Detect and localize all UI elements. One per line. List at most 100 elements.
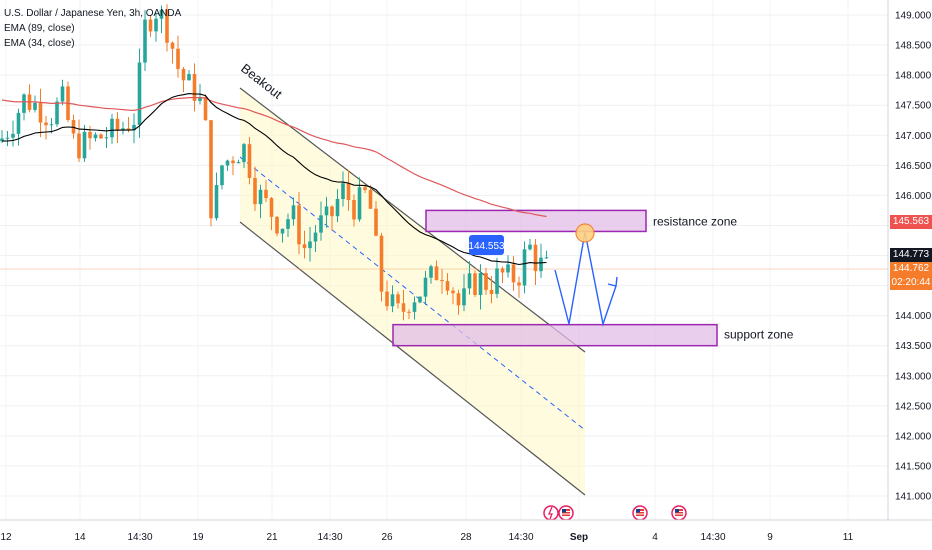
candle-body xyxy=(346,183,351,201)
candle-body xyxy=(225,160,230,166)
candle-body xyxy=(148,19,153,32)
x-tick-label: 14:30 xyxy=(317,532,342,543)
support-zone xyxy=(392,323,718,347)
candle-body xyxy=(489,289,494,295)
candle-body xyxy=(99,134,103,139)
y-tick-label: 143.500 xyxy=(895,341,932,352)
candle-body xyxy=(330,206,334,217)
y-tick-label: 141.500 xyxy=(895,461,932,472)
x-tick-label: 21 xyxy=(266,532,278,543)
candle-body xyxy=(302,244,307,249)
x-tick-label: 14:30 xyxy=(508,532,533,543)
price-callout-text: 144.553 xyxy=(468,241,505,252)
price-callout: 144.553 xyxy=(468,235,505,255)
last-price-tag: 144.762 xyxy=(890,262,932,276)
candle-body xyxy=(539,257,543,272)
candle-body xyxy=(55,101,59,125)
x-tick-label: 19 xyxy=(192,532,204,543)
candle-body xyxy=(82,131,87,159)
ema89-legend[interactable]: EMA (89, close) xyxy=(4,23,75,34)
ema34-price-tag: 144.773 xyxy=(890,248,932,262)
channel xyxy=(239,87,586,496)
candle-body xyxy=(418,296,422,303)
x-axis: 12 14 14:30 19 21 14:30 26 28 14:30 Sep 4 14:30 9 11 xyxy=(0,519,932,550)
candle-body xyxy=(187,74,191,81)
candles xyxy=(0,4,549,321)
candle-body xyxy=(456,293,461,306)
x-axis-bg xyxy=(0,520,932,550)
candle-body xyxy=(275,216,279,234)
zones: resistance zone support zone xyxy=(392,209,794,347)
candle-body xyxy=(396,294,400,304)
candle-body xyxy=(165,9,169,43)
projection-path xyxy=(554,231,617,327)
candle-body xyxy=(286,219,290,229)
candle-body xyxy=(88,131,92,139)
x-tick-label: 11 xyxy=(843,532,854,543)
projection-arrowhead xyxy=(607,276,618,287)
candle-body xyxy=(385,291,389,307)
ema89-price-tag: 145.563 xyxy=(890,215,932,229)
candle-body xyxy=(379,235,384,292)
candle-body xyxy=(390,294,395,307)
candle-body xyxy=(33,102,37,110)
support-zone-label: support zone xyxy=(724,328,794,342)
candle-body xyxy=(269,198,274,217)
candle-body xyxy=(170,42,175,49)
candle-body xyxy=(341,183,345,199)
candle-body xyxy=(533,244,538,272)
candle-body xyxy=(126,128,131,131)
events xyxy=(543,505,687,521)
candle-body xyxy=(60,86,65,102)
x-tick-label: 4 xyxy=(652,532,658,543)
projection xyxy=(554,223,618,327)
candle-body xyxy=(423,277,428,297)
resistance-zone xyxy=(425,209,647,233)
candle-body xyxy=(517,282,521,286)
candle-body xyxy=(297,205,301,245)
candle-body xyxy=(368,190,373,209)
y-tick-label: 149.000 xyxy=(895,11,932,22)
x-tick-label: 14 xyxy=(74,532,86,543)
channel-mid-line xyxy=(239,156,586,431)
candle-body xyxy=(236,162,241,164)
candle-body xyxy=(258,189,263,205)
candle-body xyxy=(159,9,164,19)
x-tick-label: Sep xyxy=(570,532,588,543)
us-flag-event-icon xyxy=(632,505,648,521)
candle-body xyxy=(132,124,136,131)
candle-body xyxy=(473,273,477,295)
channel-lower-line xyxy=(239,221,586,496)
x-tick-label: 12 xyxy=(0,532,12,543)
candle-body xyxy=(313,232,318,242)
candle-body xyxy=(44,122,48,126)
y-tick-label: 141.000 xyxy=(895,492,932,503)
candle-body xyxy=(209,120,213,219)
candle-body xyxy=(214,185,219,219)
candle-body xyxy=(93,134,98,139)
y-tick-label: 142.500 xyxy=(895,401,932,412)
candle-body xyxy=(434,266,439,281)
candle-body xyxy=(247,144,252,178)
countdown-tag: 02:20:44 xyxy=(890,276,932,290)
candle-body xyxy=(291,205,296,220)
candle-body xyxy=(467,273,472,289)
price-callout-box xyxy=(469,235,504,255)
candle-body xyxy=(462,288,466,306)
candle-body xyxy=(528,244,532,250)
candle-body xyxy=(176,48,180,69)
channel-upper-line xyxy=(239,87,586,353)
candle-body xyxy=(143,19,147,63)
candle-body xyxy=(500,268,505,273)
candle-body xyxy=(352,200,356,220)
candle-body xyxy=(522,249,527,286)
candle-body xyxy=(324,206,329,216)
candle-body xyxy=(77,133,81,159)
candle-body xyxy=(11,133,15,138)
ema34-legend[interactable]: EMA (34, close) xyxy=(4,38,75,49)
legend: U.S. Dollar / Japanese Yen, 3h, OANDA EM… xyxy=(4,6,181,51)
symbol-title[interactable]: U.S. Dollar / Japanese Yen, 3h, OANDA xyxy=(4,8,182,19)
candle-body xyxy=(412,302,417,312)
candle-body xyxy=(231,160,235,164)
